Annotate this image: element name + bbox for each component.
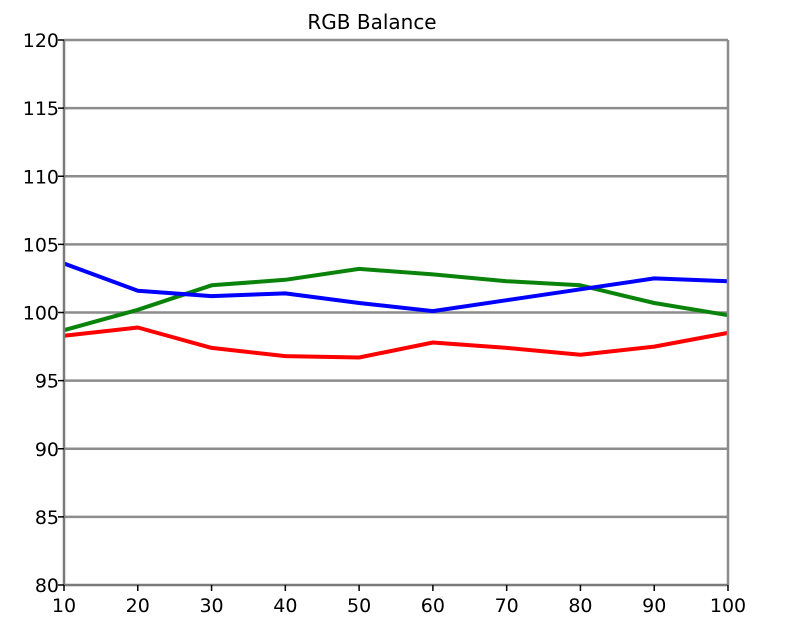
x-tick-label-30: 30 (199, 595, 223, 617)
y-tick-label-90: 90 (35, 439, 59, 461)
x-tick-label-100: 100 (710, 595, 746, 617)
series-line-3 (63, 261, 729, 314)
x-tick-label-20: 20 (126, 595, 150, 617)
x-tick-label-60: 60 (421, 595, 445, 617)
x-tick-label-40: 40 (273, 595, 297, 617)
x-tick-label-10: 10 (52, 595, 76, 617)
series-line-2 (63, 266, 729, 333)
data-series (63, 261, 729, 360)
x-tick-label-70: 70 (495, 595, 519, 617)
y-tick-label-85: 85 (35, 507, 59, 529)
plot-frame (62, 38, 730, 587)
axes: 80 85 90 95 100 105 110 115 120 10 20 30 40 50 60 70 80 9… (23, 30, 746, 617)
y-tick-label-95: 95 (35, 371, 59, 393)
y-tick-label-120: 120 (23, 30, 59, 52)
y-tick-label-110: 110 (23, 166, 59, 188)
x-tick-label-50: 50 (347, 595, 371, 617)
y-tick-label-100: 100 (23, 303, 59, 325)
grid-lines (64, 106, 728, 519)
y-tick-label-115: 115 (23, 98, 59, 120)
series-line-1 (63, 325, 729, 360)
y-tick-label-80: 80 (35, 575, 59, 597)
y-tick-label-105: 105 (23, 234, 59, 256)
x-tick-label-90: 90 (642, 595, 666, 617)
chart-title: RGB Balance (307, 10, 436, 34)
x-tick-label-80: 80 (568, 595, 592, 617)
